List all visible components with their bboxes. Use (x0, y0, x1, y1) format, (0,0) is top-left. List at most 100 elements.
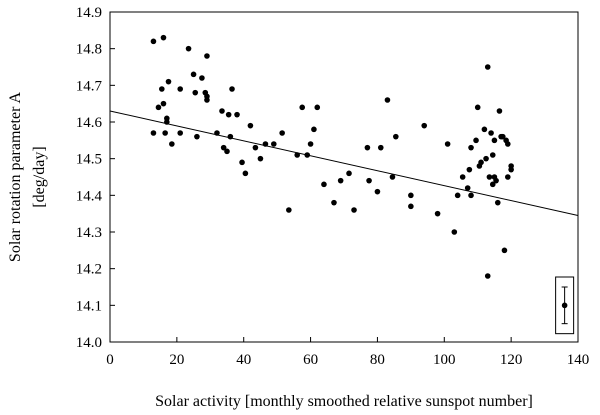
data-point (421, 122, 428, 129)
data-point (192, 89, 199, 96)
x-tick-label: 0 (106, 352, 114, 368)
error-bar-box (555, 276, 575, 335)
data-point (454, 192, 461, 199)
data-point (484, 64, 491, 70)
data-point (374, 188, 381, 195)
data-point (451, 229, 458, 235)
data-point (220, 144, 227, 151)
data-point (227, 133, 234, 140)
data-point (486, 174, 493, 180)
data-point (159, 86, 165, 92)
data-point (169, 141, 175, 147)
data-point (508, 166, 514, 173)
data-point (331, 199, 337, 206)
data-point (199, 75, 205, 81)
data-point (311, 126, 317, 133)
data-point (229, 86, 235, 92)
x-tick-label: 20 (169, 352, 184, 368)
data-point (150, 130, 157, 136)
data-point (242, 170, 249, 177)
data-point (389, 174, 396, 180)
data-point (494, 199, 501, 206)
data-point (219, 108, 225, 114)
y-tick-label: 14.2 (76, 262, 102, 278)
data-points (150, 34, 514, 279)
trend-line (109, 110, 579, 216)
data-point (299, 104, 306, 111)
data-point (464, 185, 471, 191)
data-point (214, 130, 220, 136)
data-point (478, 159, 484, 166)
data-point (337, 177, 344, 184)
data-point (194, 133, 200, 140)
data-point (257, 155, 264, 162)
data-point (239, 159, 245, 166)
data-point (489, 152, 496, 158)
data-point (473, 137, 479, 144)
data-point (321, 181, 327, 188)
x-tick-label: 40 (236, 352, 251, 368)
y-axis-title-line2: [deg/day] (31, 146, 48, 207)
plot-area-frame (109, 11, 579, 343)
data-point (262, 141, 269, 147)
data-point (150, 38, 157, 45)
data-point (491, 137, 498, 144)
data-point (177, 86, 183, 92)
data-point (468, 144, 474, 151)
y-tick-label: 14.4 (76, 188, 103, 204)
data-point (408, 203, 414, 210)
data-point (499, 133, 506, 140)
data-point (162, 130, 168, 136)
data-point (294, 152, 301, 158)
data-point (501, 247, 508, 254)
data-point (286, 207, 292, 213)
data-point (505, 174, 511, 180)
data-point (351, 207, 357, 213)
y-tick-label: 14.1 (76, 298, 102, 314)
data-point (364, 144, 371, 151)
x-tick-label: 100 (433, 352, 456, 368)
y-axis-title: Solar rotation parameter A (7, 91, 24, 262)
data-point (252, 144, 259, 151)
data-point (474, 104, 481, 111)
data-point (271, 141, 277, 147)
data-point (307, 141, 314, 147)
data-point (459, 174, 466, 180)
x-tick-label: 80 (370, 352, 385, 368)
data-point (408, 192, 414, 199)
y-tick-label: 14.9 (76, 5, 102, 21)
data-point (279, 130, 285, 136)
x-axis-ticks (109, 337, 579, 342)
x-tick-label: 140 (567, 352, 590, 368)
data-point (234, 111, 240, 118)
y-tick-label: 14.6 (76, 115, 103, 131)
data-point (393, 133, 399, 140)
data-point (346, 170, 352, 177)
data-point (377, 144, 384, 151)
y-tick-label: 14.0 (76, 335, 102, 351)
data-point (466, 166, 473, 173)
y-tick-label: 14.3 (76, 225, 102, 241)
data-point (434, 210, 441, 217)
data-point (493, 177, 499, 184)
data-point (384, 97, 391, 103)
data-point (304, 152, 311, 158)
data-point (481, 126, 488, 133)
data-point (164, 119, 170, 125)
data-point (484, 273, 491, 279)
data-point (247, 122, 254, 129)
error-bar-point (561, 302, 568, 309)
x-tick-label: 120 (500, 352, 523, 368)
data-point (165, 78, 172, 85)
data-point (224, 148, 230, 155)
data-point (225, 111, 232, 118)
data-point (505, 141, 511, 147)
x-axis-title: Solar activity [monthly smoothed relativ… (155, 393, 533, 410)
data-point (483, 155, 489, 162)
y-tick-label: 14.8 (76, 42, 102, 58)
data-point (468, 192, 474, 199)
y-tick-label: 14.5 (76, 152, 102, 168)
y-axis-title-line1: Solar rotation parameter A (7, 91, 24, 262)
